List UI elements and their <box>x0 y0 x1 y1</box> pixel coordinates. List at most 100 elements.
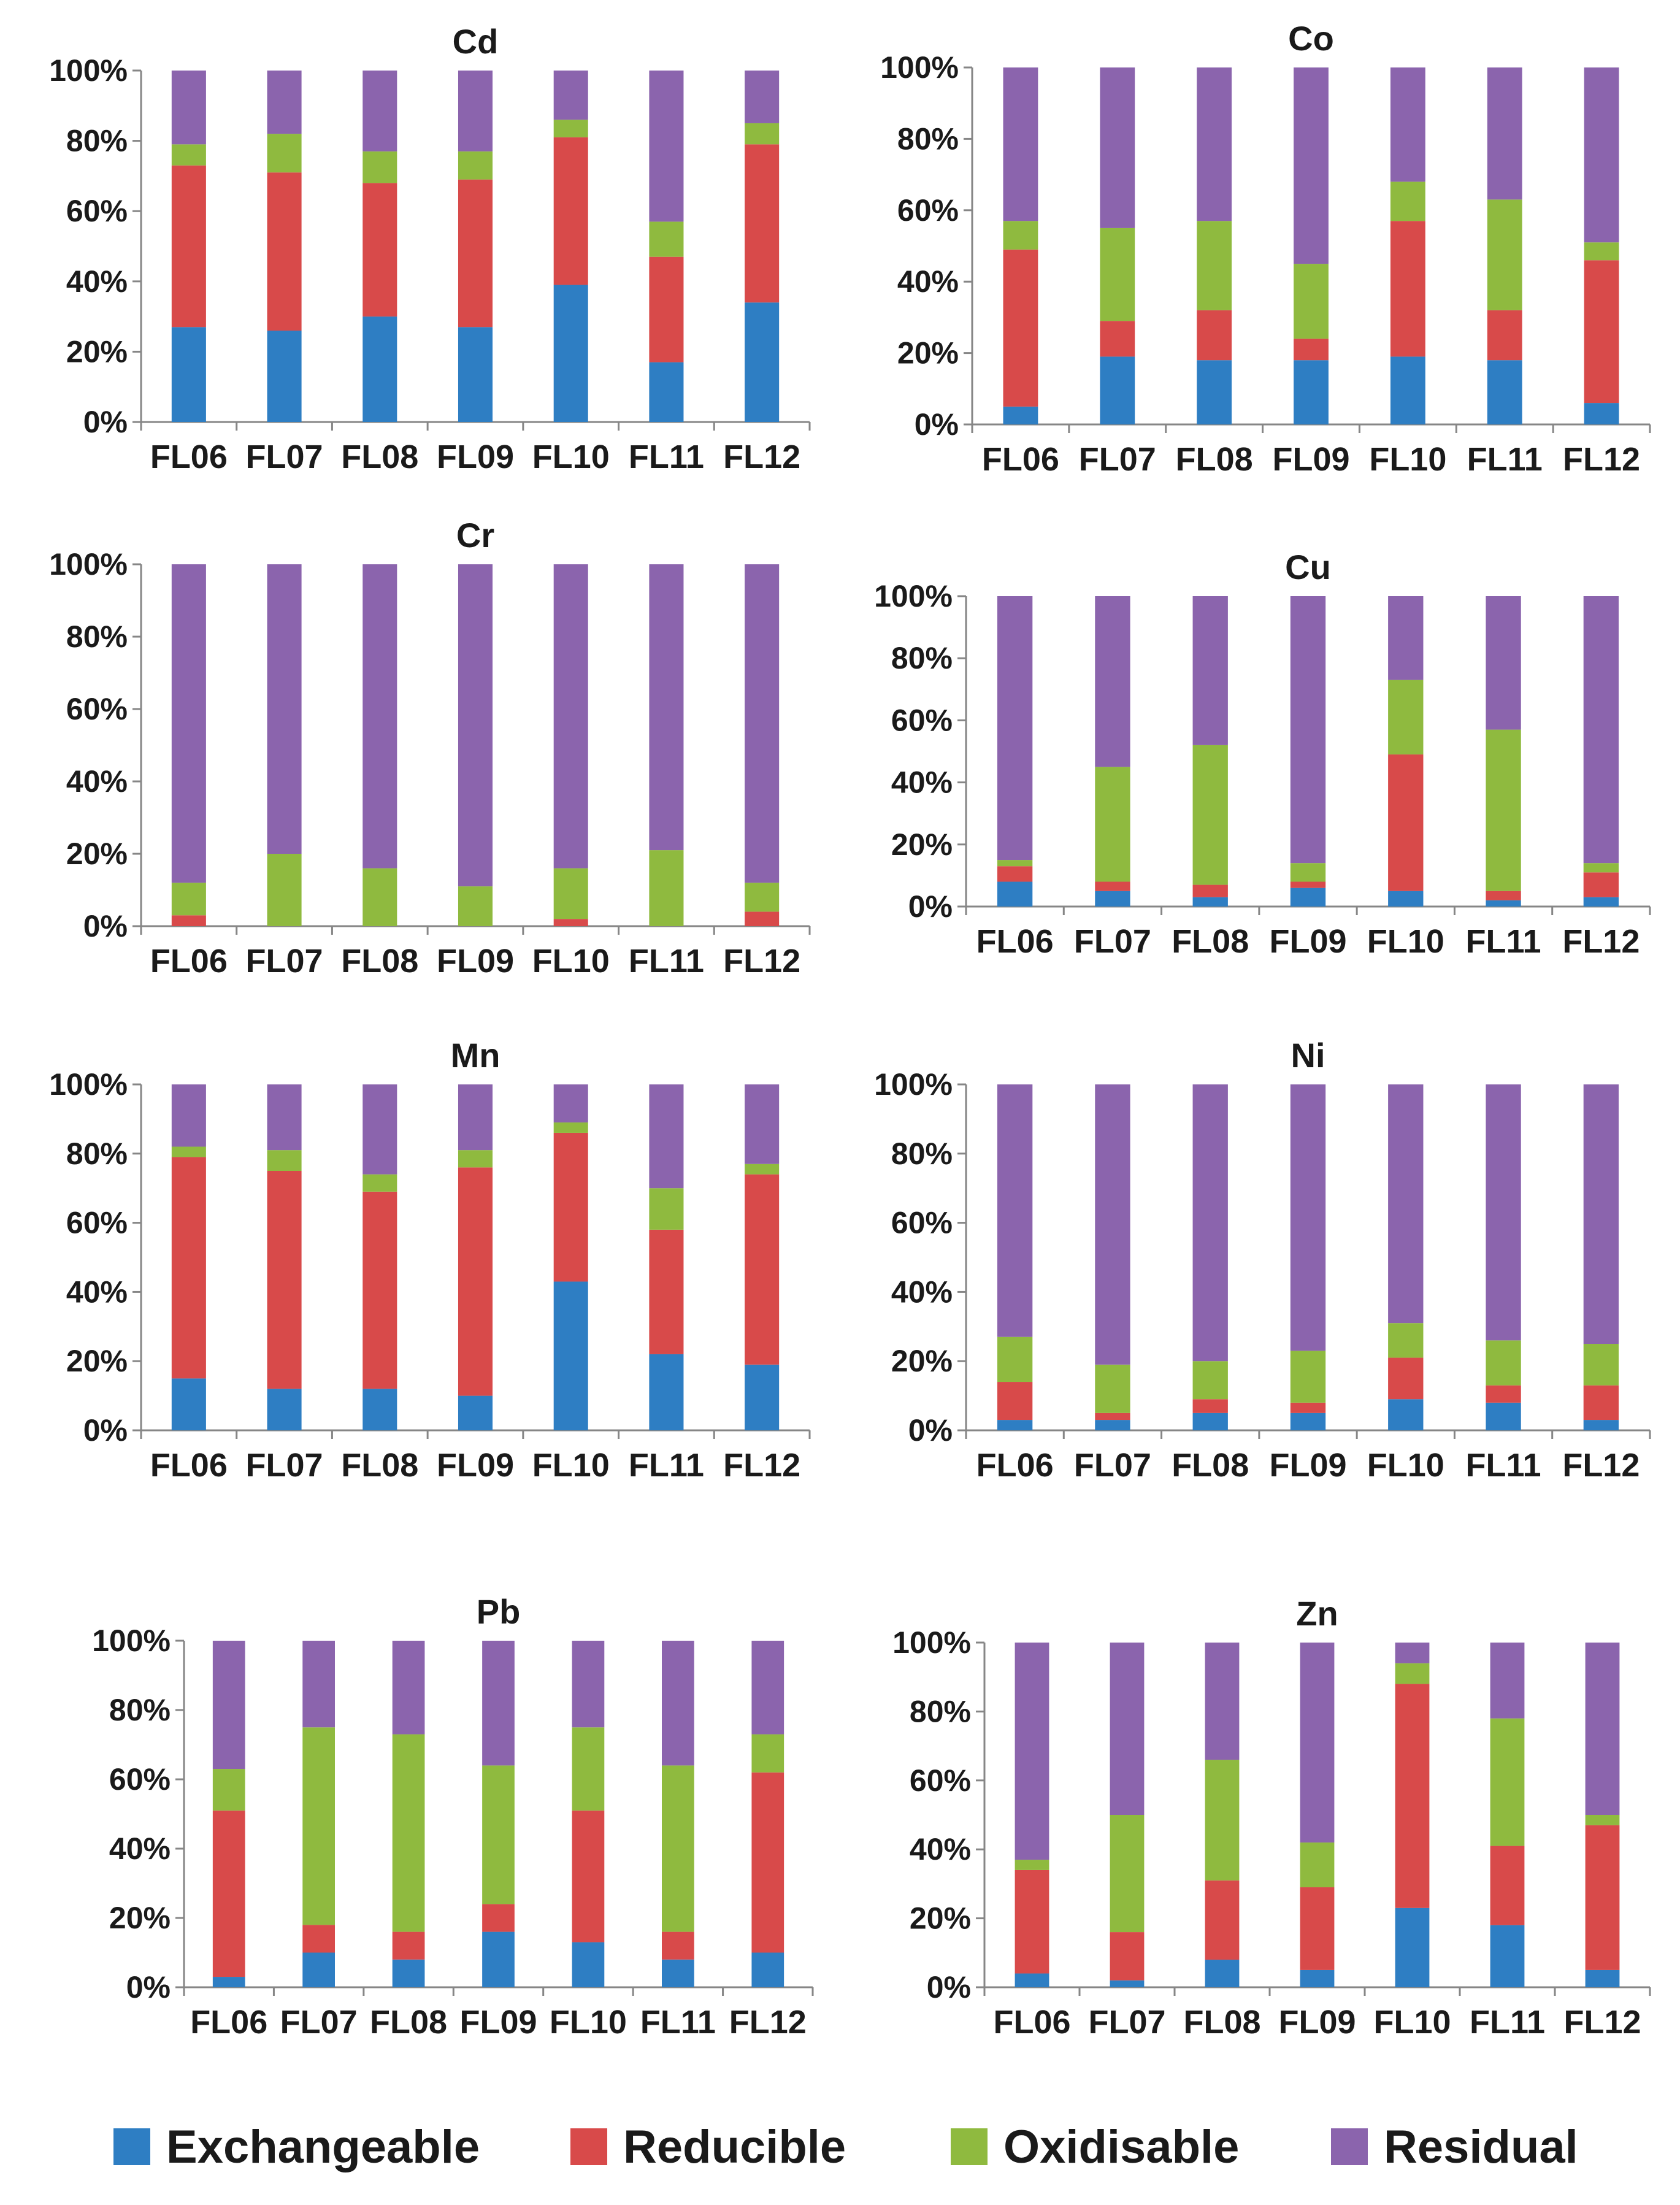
bar-segment-co-fl07-reducible <box>1100 321 1135 357</box>
x-tick-label-co: FL11 <box>1467 441 1543 478</box>
chart-title-cu: Cu <box>1285 548 1331 586</box>
bar-segment-co-fl06-residual <box>1003 67 1038 221</box>
bar-segment-cd-fl08-reducible <box>362 183 397 317</box>
bar-segment-cu-fl08-oxidisable <box>1192 745 1228 885</box>
x-tick-label-co: FL07 <box>1079 441 1156 478</box>
bar-segment-co-fl06-reducible <box>1003 249 1038 407</box>
x-tick-label-zn: FL08 <box>1183 2004 1260 2041</box>
bar-segment-cu-fl10-residual <box>1388 596 1424 680</box>
bar-segment-cd-fl07-reducible <box>267 172 302 331</box>
bar-segment-cd-fl12-reducible <box>745 144 780 303</box>
x-tick-label-zn: FL11 <box>1470 2004 1545 2041</box>
y-tick-label-cd: 80% <box>66 124 128 158</box>
bar-segment-ni-fl08-residual <box>1192 1084 1228 1362</box>
bar-segment-cr-fl06-reducible <box>171 915 206 926</box>
bar-segment-cu-fl09-exchangeable <box>1290 888 1326 907</box>
chart-co: Co 0% 20% 40% 60% 80% 100% FL06 FL07 FL08 FL09 FL10… <box>880 19 1651 478</box>
y-tick-label-co: 40% <box>897 264 959 299</box>
bar-segment-cr-fl11-oxidisable <box>649 850 684 926</box>
bar-segment-cu-fl10-reducible <box>1388 754 1424 891</box>
x-tick-label-cu: FL12 <box>1562 923 1640 960</box>
bar-segment-co-fl07-exchangeable <box>1100 356 1135 424</box>
chart-title-zn: Zn <box>1296 1594 1338 1633</box>
x-tick-label-ni: FL10 <box>1367 1447 1444 1484</box>
y-tick-label-co: 0% <box>915 407 959 442</box>
bar-segment-zn-fl07-oxidisable <box>1110 1815 1145 1933</box>
bar-segment-cr-fl07-residual <box>267 564 302 854</box>
bar-segment-zn-fl09-residual <box>1300 1643 1335 1843</box>
y-tick-label-pb: 0% <box>126 1970 171 2004</box>
bar-segment-mn-fl10-residual <box>553 1084 588 1123</box>
x-tick-label-cr: FL12 <box>723 943 800 980</box>
x-tick-label-cr: FL10 <box>532 943 610 980</box>
y-tick-label-pb: 80% <box>109 1693 171 1727</box>
y-tick-label-co: 60% <box>897 193 959 228</box>
bar-segment-cd-fl09-exchangeable <box>458 327 493 422</box>
bar-segment-zn-fl11-residual <box>1490 1643 1525 1719</box>
chart-mn: Mn 0% 20% 40% 60% 80% 100% FL06 FL07 FL08 FL09 FL10… <box>49 1036 811 1484</box>
bar-segment-pb-fl12-exchangeable <box>751 1952 784 1987</box>
bar-segment-co-fl08-reducible <box>1197 310 1232 361</box>
y-tick-label-ni: 20% <box>891 1344 953 1378</box>
bar-segment-pb-fl11-exchangeable <box>662 1959 694 1987</box>
x-tick-label-co: FL12 <box>1563 441 1640 478</box>
bar-segment-cr-fl10-reducible <box>553 919 588 926</box>
x-tick-label-mn: FL10 <box>532 1447 610 1484</box>
bar-segment-cu-fl11-oxidisable <box>1486 729 1521 891</box>
bar-segment-pb-fl06-residual <box>212 1641 245 1770</box>
bar-segment-zn-fl10-residual <box>1395 1643 1430 1663</box>
y-tick-label-mn: 0% <box>83 1413 128 1448</box>
x-tick-label-mn: FL11 <box>629 1447 704 1484</box>
bar-segment-zn-fl10-exchangeable <box>1395 1908 1430 1987</box>
bar-segment-pb-fl11-reducible <box>662 1931 694 1960</box>
bar-segment-pb-fl10-residual <box>572 1641 605 1728</box>
y-tick-label-mn: 60% <box>66 1206 128 1240</box>
y-tick-label-cd: 0% <box>83 405 128 439</box>
legend-label-reducible: Reducible <box>623 2120 846 2173</box>
bar-segment-ni-fl10-residual <box>1388 1084 1424 1324</box>
bar-segment-zn-fl07-residual <box>1110 1643 1145 1815</box>
bar-segment-mn-fl11-oxidisable <box>649 1188 684 1230</box>
bar-segment-zn-fl08-residual <box>1205 1643 1240 1760</box>
bar-segment-mn-fl07-oxidisable <box>267 1150 302 1171</box>
y-tick-label-cu: 0% <box>908 889 953 924</box>
bar-segment-ni-fl09-exchangeable <box>1290 1413 1326 1430</box>
bar-segment-mn-fl12-residual <box>745 1084 780 1164</box>
legend-swatch-oxidisable <box>951 2128 988 2165</box>
legend-item-residual: Residual <box>1331 2113 1578 2180</box>
bar-segment-cd-fl09-oxidisable <box>458 151 493 180</box>
bar-segment-cu-fl06-reducible <box>997 866 1033 882</box>
y-tick-label-mn: 20% <box>66 1344 128 1378</box>
y-tick-label-zn: 20% <box>910 1901 971 1936</box>
bar-segment-cd-fl06-reducible <box>171 165 206 328</box>
chart-title-ni: Ni <box>1291 1036 1325 1075</box>
bar-segment-mn-fl06-oxidisable <box>171 1146 206 1157</box>
bar-segment-pb-fl10-exchangeable <box>572 1942 605 1987</box>
y-tick-label-ni: 100% <box>874 1067 953 1102</box>
legend-item-exchangeable: Exchangeable <box>113 2113 480 2180</box>
bar-segment-cd-fl09-residual <box>458 71 493 151</box>
bar-segment-co-fl12-oxidisable <box>1584 242 1619 261</box>
chart-title-co: Co <box>1288 19 1334 58</box>
bar-segment-cr-fl09-residual <box>458 564 493 887</box>
bar-segment-cu-fl11-exchangeable <box>1486 900 1521 907</box>
x-tick-label-cu: FL10 <box>1367 923 1444 960</box>
bar-segment-cd-fl06-exchangeable <box>171 327 206 422</box>
bar-segment-co-fl09-residual <box>1294 67 1329 264</box>
bar-segment-zn-fl10-reducible <box>1395 1684 1430 1908</box>
x-tick-label-ni: FL06 <box>976 1447 1054 1484</box>
bar-segment-ni-fl06-residual <box>997 1084 1033 1337</box>
bar-segment-mn-fl09-reducible <box>458 1167 493 1396</box>
bar-segment-mn-fl09-oxidisable <box>458 1150 493 1168</box>
bar-segment-cu-fl12-exchangeable <box>1583 897 1619 907</box>
bar-segment-mn-fl09-residual <box>458 1084 493 1151</box>
bar-segment-zn-fl06-reducible <box>1015 1869 1049 1974</box>
bar-segment-co-fl08-exchangeable <box>1197 360 1232 424</box>
bar-segment-cd-fl12-exchangeable <box>745 302 780 422</box>
bar-segment-pb-fl12-reducible <box>751 1772 784 1953</box>
x-tick-label-zn: FL10 <box>1373 2004 1451 2041</box>
bar-segment-ni-fl08-reducible <box>1192 1399 1228 1413</box>
y-tick-label-zn: 60% <box>910 1763 971 1798</box>
x-tick-label-cu: FL11 <box>1466 923 1541 960</box>
